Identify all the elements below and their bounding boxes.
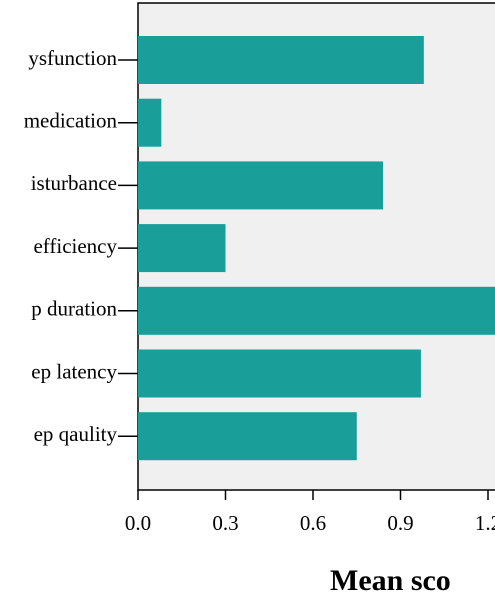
y-tick-label: efficiency — [33, 234, 117, 258]
bar — [138, 286, 495, 335]
bar — [138, 36, 424, 84]
x-tick-label: 0.0 — [125, 511, 151, 535]
y-tick-label: ep qaulity — [34, 422, 118, 446]
bar — [138, 224, 226, 273]
bar — [138, 161, 383, 210]
y-tick-label: p duration — [31, 297, 117, 321]
x-axis-title: Mean sco — [330, 564, 451, 597]
y-tick-label: medication — [24, 109, 118, 133]
bar — [138, 349, 421, 398]
y-tick-label: ep latency — [31, 359, 117, 383]
x-tick-label: 0.6 — [300, 511, 326, 535]
y-tick-label: isturbance — [31, 171, 117, 195]
bar — [138, 412, 357, 461]
x-tick-label: 0.3 — [212, 511, 238, 535]
x-tick-label: 1.2 — [475, 511, 495, 535]
bar — [138, 98, 162, 147]
y-tick-label: ysfunction — [28, 46, 117, 70]
x-tick-label: 0.9 — [387, 511, 413, 535]
